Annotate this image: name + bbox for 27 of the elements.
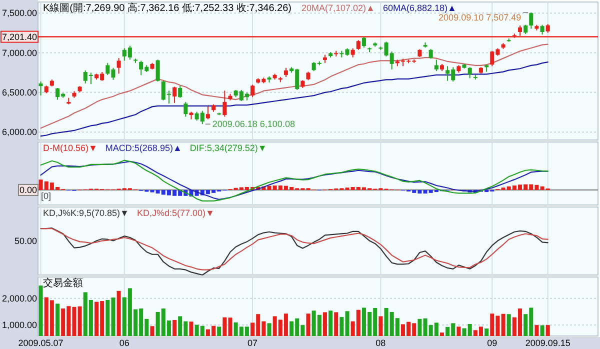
x-tick-label: 06 (119, 338, 130, 348)
text: 50.00 (14, 236, 37, 246)
ref-line-label: 0.00 (19, 184, 37, 195)
annotation: 2009.06.18 6,100.08 (212, 119, 295, 130)
y-tick-label: 7,000.00 (2, 48, 37, 58)
text: 20MA(7,107.02)▲ (301, 3, 375, 13)
text: DIF:5,34(279.52)▼ (190, 143, 267, 153)
y-tick-label: 2,000.00 (2, 293, 37, 304)
y-tick-label: 1,000.00 (2, 320, 37, 330)
x-tick-label: 2009.09.15 (525, 338, 570, 348)
annotation: 2009.09.10 7,507.49 (438, 12, 522, 23)
x-tick-label: 07 (248, 338, 258, 348)
y-tick-label: 7,500.00 (2, 8, 37, 18)
chart-title: K線圖(開:7,269.90 高:7,362.16 低:7,252.33 收:7,346.26) (43, 2, 292, 14)
x-tick-label: 09 (487, 338, 498, 348)
x-tick-label: 08 (376, 338, 386, 348)
text: 60MA(6,882.18)▲ (382, 3, 456, 13)
series-label: MACD:5(268.95)▲ (105, 143, 182, 153)
text: D-M(10.56)▼ (43, 143, 98, 153)
ref-line-label: 7,201.40 (2, 32, 37, 42)
y-tick-label: 6,500.00 (2, 87, 37, 98)
chart-title: 交易金額 (43, 277, 83, 289)
y-tick-label: 6,000.00 (2, 127, 37, 138)
series-label: KD,J%K:9,5(70.85)▼ (43, 208, 129, 218)
text: KD,J%d:5(77.00)▼ (136, 208, 214, 218)
x-tick-label: 2009.05.07 (18, 338, 64, 348)
annotation: [0] (41, 190, 52, 201)
